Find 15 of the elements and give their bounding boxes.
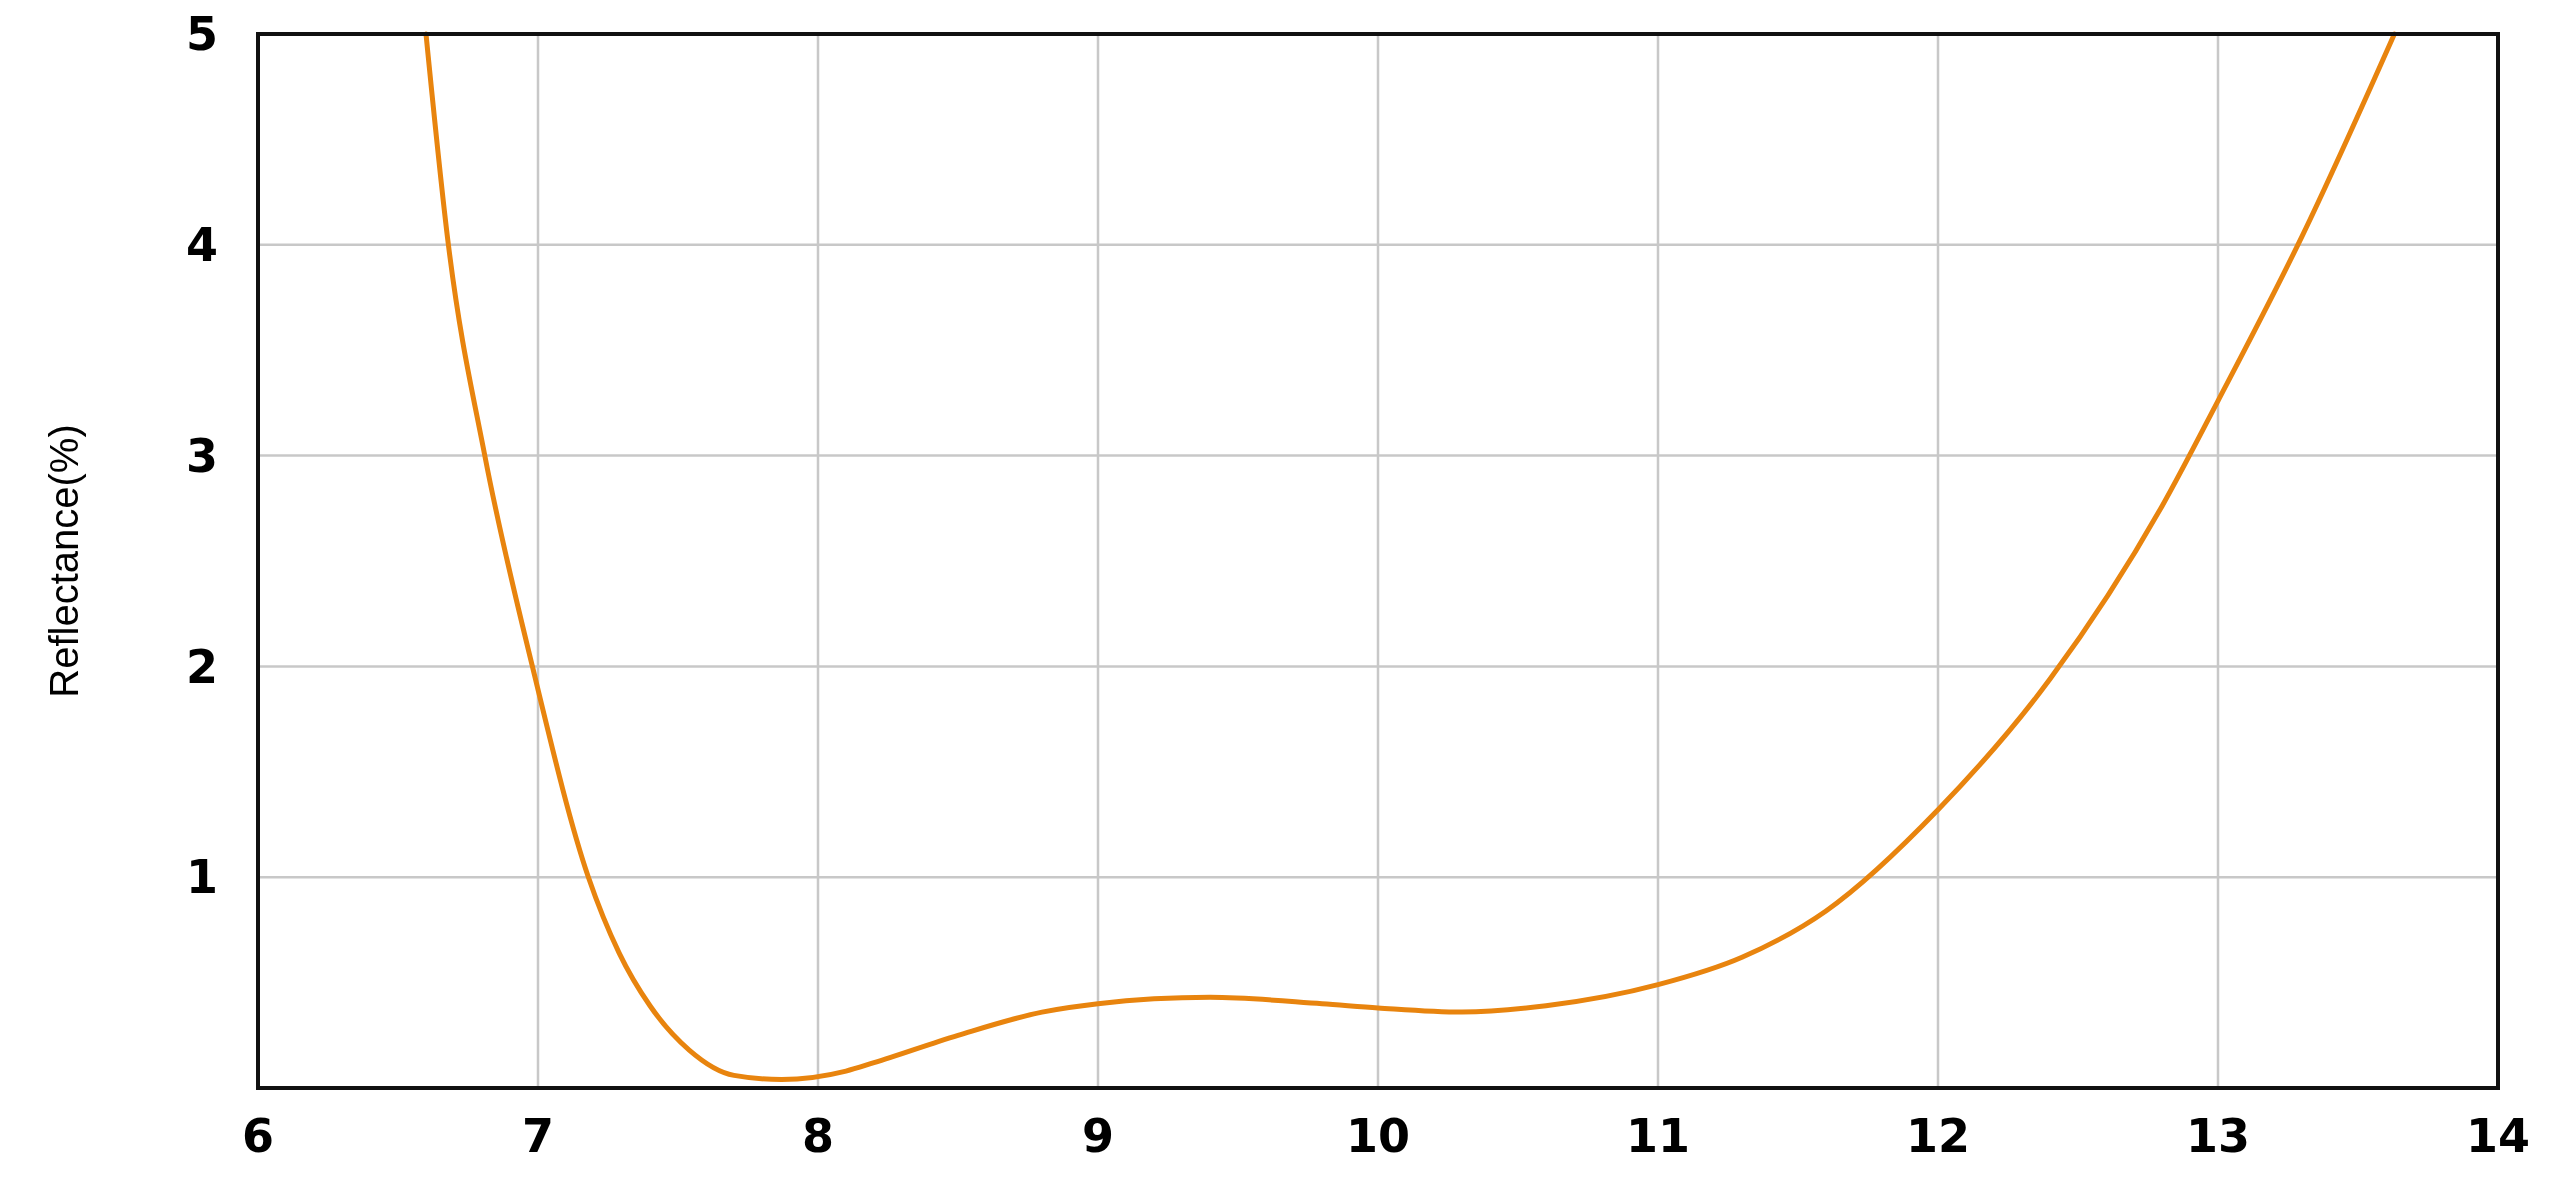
x-tick-label: 13 bbox=[2185, 1109, 2251, 1163]
y-tick-label: 2 bbox=[185, 639, 218, 694]
x-tick-label: 10 bbox=[1345, 1109, 1411, 1163]
y-tick-label: 3 bbox=[185, 428, 218, 483]
y-tick-label: 5 bbox=[185, 7, 218, 62]
y-tick-label: 1 bbox=[185, 850, 218, 905]
x-tick-label: 9 bbox=[1081, 1109, 1115, 1163]
x-tick-label: 11 bbox=[1625, 1109, 1691, 1163]
x-tick-label: 6 bbox=[241, 1109, 275, 1163]
x-tick-label: 14 bbox=[2465, 1109, 2531, 1163]
x-tick-label: 7 bbox=[521, 1109, 555, 1163]
y-axis-title: Reflectance(%) bbox=[42, 424, 86, 698]
x-tick-label: 8 bbox=[801, 1109, 835, 1163]
x-tick-label: 12 bbox=[1905, 1109, 1971, 1163]
y-tick-label: 4 bbox=[185, 217, 218, 272]
